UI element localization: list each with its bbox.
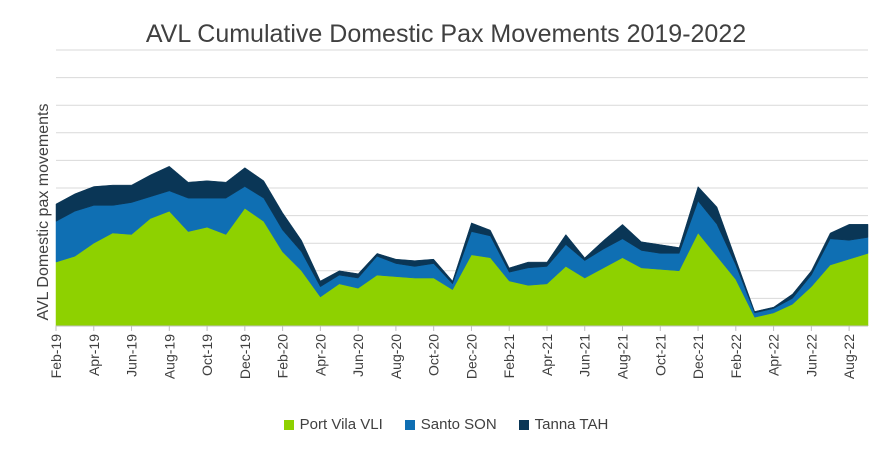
x-tick-label: Dec-19 — [237, 334, 253, 379]
legend-item-tanna: Tanna TAH — [518, 416, 609, 433]
legend-swatch-port-vila — [283, 419, 294, 430]
x-tick-label: Aug-21 — [615, 334, 631, 379]
x-tick-label: Feb-22 — [728, 334, 744, 379]
x-tick-label: Jun-21 — [577, 334, 593, 377]
x-tick-label: Feb-19 — [48, 334, 64, 379]
x-axis: Feb-19 Apr-19 Jun-19 Aug-19 Oct-19 Dec-19 Feb-… — [48, 325, 868, 379]
x-tick-label: Aug-19 — [161, 334, 177, 379]
legend-item-port-vila: Port Vila VLI — [283, 416, 383, 433]
area-series — [55, 165, 869, 327]
x-tick-label: Dec-20 — [463, 334, 479, 379]
x-tick-label: Feb-20 — [275, 334, 291, 379]
legend-label-port-vila: Port Vila VLI — [299, 416, 383, 433]
legend: Port Vila VLI Santo SON Tanna TAH — [0, 416, 892, 433]
x-tick-label: Oct-19 — [199, 334, 215, 376]
legend-swatch-santo — [404, 419, 415, 430]
area-series-2 — [55, 165, 869, 314]
x-tick-label: Apr-20 — [312, 334, 328, 376]
chart-title: AVL Cumulative Domestic Pax Movements 20… — [145, 20, 747, 48]
x-tick-label: Feb-21 — [501, 334, 517, 379]
x-tick-label: Apr-19 — [86, 334, 102, 376]
x-tick-label: Jun-20 — [350, 334, 366, 377]
x-tick-label: Jun-22 — [803, 334, 819, 377]
x-tick-label: Jun-19 — [124, 334, 140, 377]
x-tick-label: Aug-20 — [388, 334, 404, 379]
x-tick-label: Apr-22 — [766, 334, 782, 376]
axis-labels: AVL Domestic pax movements — [35, 104, 52, 321]
x-tick-label: Apr-21 — [539, 334, 555, 376]
y-axis-label: AVL Domestic pax movements — [35, 104, 52, 321]
legend-item-santo: Santo SON — [404, 416, 497, 433]
legend-swatch-tanna — [518, 419, 529, 430]
x-tick-label: Dec-21 — [690, 334, 706, 379]
x-tick-label: Aug-22 — [841, 334, 857, 379]
x-tick-label: Oct-21 — [652, 334, 668, 376]
legend-label-santo: Santo SON — [420, 416, 497, 433]
x-tick-label: Oct-20 — [426, 334, 442, 376]
legend-label-tanna: Tanna TAH — [534, 416, 609, 433]
